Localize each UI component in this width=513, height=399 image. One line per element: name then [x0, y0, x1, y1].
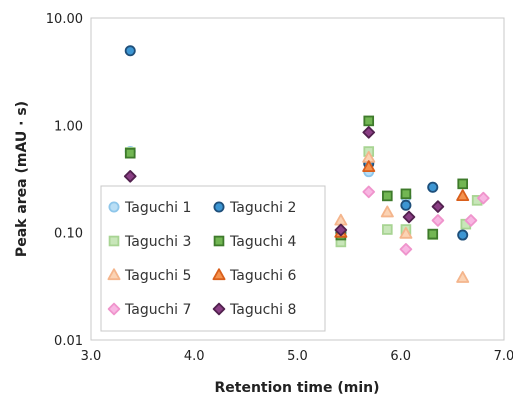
data-point	[402, 210, 416, 224]
data-point	[399, 242, 413, 256]
y-tick-label: 0.10	[54, 227, 83, 242]
legend-marker	[108, 201, 120, 213]
legend-item: Taguchi 7	[107, 302, 191, 318]
data-point	[382, 190, 393, 202]
y-tick-label: 10.00	[46, 12, 83, 27]
data-point	[456, 189, 470, 202]
data-point	[456, 271, 470, 283]
legend-label: Taguchi 6	[229, 268, 296, 284]
legend-box	[100, 185, 326, 332]
data-point	[427, 181, 439, 193]
data-point	[400, 188, 412, 200]
data-point	[380, 205, 394, 218]
data-points	[123, 45, 490, 283]
legend-item: Taguchi 6	[212, 268, 296, 284]
x-tick-label: 4.0	[184, 349, 205, 364]
series-7	[362, 185, 490, 256]
legend-label: Taguchi 2	[229, 200, 296, 216]
y-axis-ticks: 0.01 0.10 1.00 10.00	[46, 12, 83, 349]
data-point	[363, 115, 375, 127]
legend-item: Taguchi 8	[212, 302, 296, 318]
legend-item: Taguchi 3	[108, 234, 191, 250]
data-point	[457, 178, 468, 190]
legend: Taguchi 1 Taguchi 2 Taguchi 3 Taguchi 4 Tagu…	[100, 185, 326, 332]
data-point	[362, 160, 376, 172]
data-point	[399, 226, 413, 239]
legend-label: Taguchi 4	[229, 234, 296, 250]
legend-label: Taguchi 1	[124, 200, 191, 216]
legend-marker	[107, 268, 121, 281]
data-point	[464, 214, 478, 227]
legend-item: Taguchi 5	[107, 268, 191, 284]
y-tick-label: 1.00	[54, 119, 83, 134]
legend-marker	[108, 235, 120, 247]
legend-label: Taguchi 3	[124, 234, 191, 250]
legend-item: Taguchi 1	[108, 200, 191, 216]
data-point	[431, 200, 445, 213]
legend-marker	[107, 302, 121, 316]
data-point	[477, 191, 490, 205]
x-tick-label: 7.0	[494, 349, 513, 364]
x-axis-title: Retention time (min)	[215, 380, 380, 396]
data-point	[400, 199, 412, 211]
data-point	[362, 126, 376, 139]
data-point	[382, 224, 393, 235]
data-point	[334, 223, 348, 237]
x-tick-label: 6.0	[390, 349, 411, 364]
y-tick-label: 0.01	[54, 334, 83, 349]
legend-marker	[213, 235, 225, 247]
legend-item: Taguchi 4	[213, 234, 296, 250]
legend-marker	[212, 268, 226, 281]
legend-marker	[213, 201, 225, 213]
data-point	[362, 185, 376, 199]
x-axis-ticks: 3.0 4.0 5.0 6.0 7.0	[81, 349, 513, 364]
x-tick-label: 5.0	[287, 349, 308, 364]
data-point	[124, 147, 136, 159]
legend-marker	[212, 302, 226, 316]
legend-label: Taguchi 5	[124, 268, 191, 284]
data-point	[124, 45, 136, 57]
data-point	[123, 170, 137, 183]
data-point	[427, 228, 439, 240]
series-8	[123, 126, 445, 237]
y-axis-title: Peak area (mAU · s)	[14, 101, 30, 257]
x-tick-label: 3.0	[81, 349, 102, 364]
data-point	[457, 229, 469, 241]
legend-label: Taguchi 7	[124, 302, 191, 318]
legend-label: Taguchi 8	[229, 302, 296, 318]
data-point	[431, 214, 445, 227]
legend-item: Taguchi 2	[213, 200, 296, 216]
